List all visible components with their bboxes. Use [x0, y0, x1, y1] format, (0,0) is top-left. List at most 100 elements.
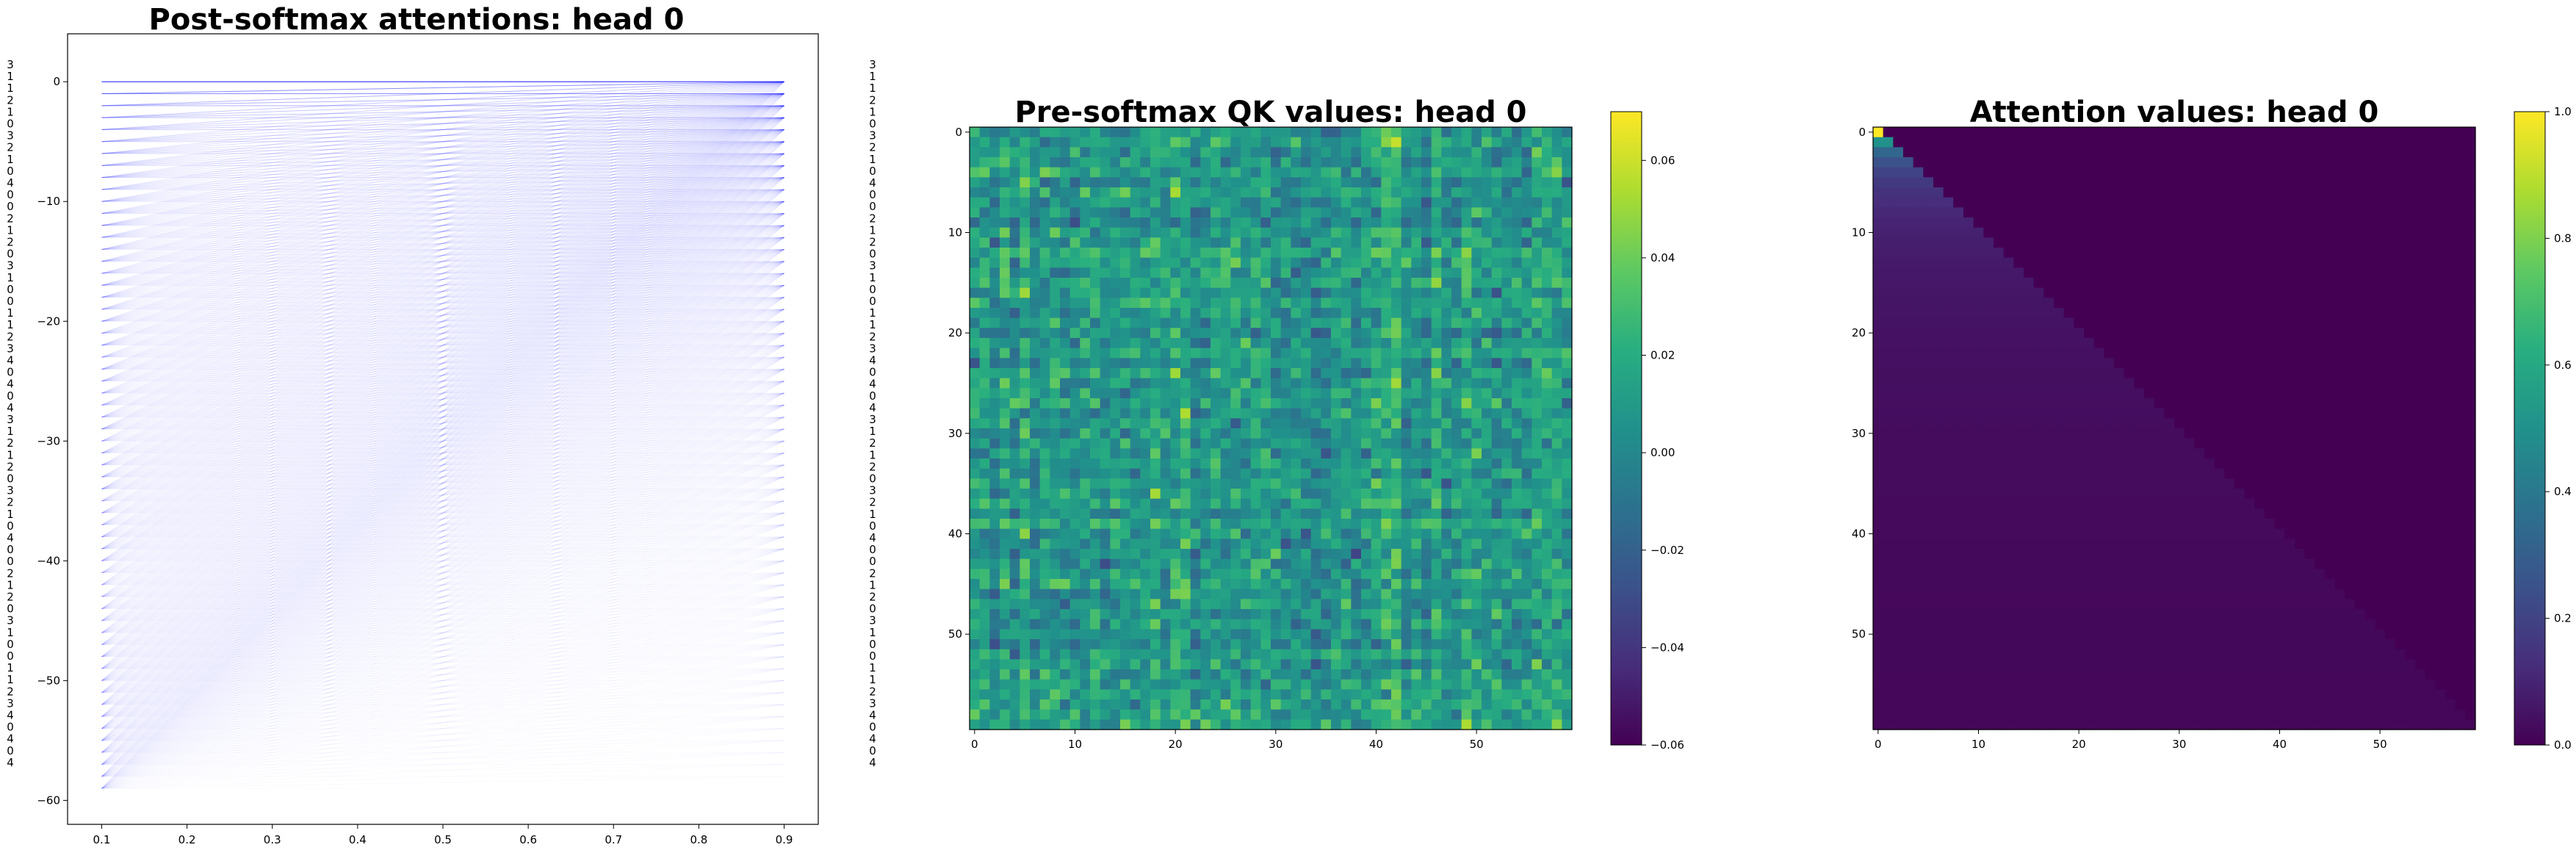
- qk-cell: [1230, 248, 1241, 258]
- qk-cell: [1462, 137, 1472, 148]
- qk-cell: [980, 529, 990, 539]
- qk-cell: [1482, 217, 1492, 228]
- qk-cell: [1371, 529, 1382, 539]
- qk-cell: [1552, 388, 1562, 398]
- qk-cell: [1501, 569, 1512, 579]
- qk-cell: [1050, 267, 1060, 278]
- qk-cell: [1552, 408, 1562, 419]
- qk-cell: [1150, 478, 1161, 489]
- qk-cell: [1281, 539, 1291, 549]
- qk-cell: [1552, 258, 1562, 268]
- qk-cell: [1150, 147, 1161, 157]
- qk-cell: [1180, 408, 1191, 419]
- qk-cell: [1451, 549, 1462, 559]
- qk-cell: [1241, 157, 1251, 168]
- qk-cell: [1180, 458, 1191, 469]
- qk-cell: [1260, 168, 1271, 178]
- qk-cell: [1462, 248, 1472, 258]
- qk-cell: [1120, 127, 1130, 137]
- qk-cell: [1140, 308, 1150, 318]
- qk-cell: [980, 288, 990, 298]
- qk-cell: [1030, 388, 1040, 398]
- qk-cell: [1531, 228, 1542, 238]
- qk-cell: [1411, 448, 1421, 458]
- qk-cell: [989, 519, 1000, 529]
- qk-cell: [1462, 177, 1472, 187]
- qk-cell: [1221, 569, 1231, 579]
- qk-cell: [1100, 298, 1111, 308]
- qk-cell: [1130, 157, 1141, 168]
- qk-cell: [1030, 348, 1040, 359]
- qk-cell: [1512, 508, 1522, 519]
- qk-cell: [1180, 428, 1191, 439]
- qk-cell: [1050, 198, 1060, 208]
- qk-cell: [1170, 288, 1180, 298]
- qk-cell: [1080, 137, 1090, 148]
- qk-cell: [1251, 378, 1261, 389]
- qk-cell: [1411, 378, 1421, 389]
- qk-cell: [1492, 358, 1502, 368]
- qk-cell: [1281, 569, 1291, 579]
- qk-cell: [1351, 228, 1361, 238]
- qk-cell: [1411, 157, 1421, 168]
- qk-cell: [1060, 398, 1070, 408]
- qk-cell: [1200, 559, 1211, 569]
- qk-cell: [1170, 408, 1180, 419]
- qk-cell: [1230, 559, 1241, 569]
- qk-cell: [1150, 549, 1161, 559]
- qk-cell: [1482, 358, 1492, 368]
- qk-cell: [1191, 168, 1201, 178]
- qk-cell: [1321, 458, 1331, 469]
- qk-cell: [1140, 348, 1150, 359]
- qk-cell: [1531, 308, 1542, 318]
- qk-cell: [1150, 228, 1161, 238]
- qk-cell: [970, 439, 980, 449]
- qk-cell: [1211, 207, 1221, 217]
- qk-heatmap-title: Pre-softmax QK values: head 0: [1014, 96, 1526, 129]
- qk-cell: [1462, 217, 1472, 228]
- qk-cell: [1351, 519, 1361, 529]
- qk-cell: [1000, 478, 1010, 489]
- qk-cell: [1552, 318, 1562, 328]
- qk-cell: [1170, 358, 1180, 368]
- qk-cell: [1110, 378, 1120, 389]
- qk-cell: [1080, 408, 1090, 419]
- qk-cell: [1351, 599, 1361, 609]
- qk-cell: [1271, 589, 1281, 600]
- qk-cell: [1110, 418, 1120, 428]
- qk-cell: [1542, 408, 1552, 419]
- qk-cell: [1200, 288, 1211, 298]
- qk-cell: [989, 348, 1000, 359]
- qk-cell: [1421, 127, 1432, 137]
- qk-cell: [1531, 439, 1542, 449]
- qk-cell: [1482, 207, 1492, 217]
- qk-cell: [1000, 508, 1010, 519]
- qk-cell: [1070, 358, 1080, 368]
- qk-cell: [1492, 589, 1502, 600]
- qk-cell: [1531, 368, 1542, 378]
- qk-cell: [1331, 168, 1341, 178]
- qk-cell: [1180, 147, 1191, 157]
- qk-cell: [1230, 458, 1241, 469]
- qk-cell: [1562, 549, 1572, 559]
- qk-cell: [1260, 439, 1271, 449]
- qk-cell: [1492, 137, 1502, 148]
- qk-cell: [1260, 187, 1271, 198]
- qk-cell: [1050, 439, 1060, 449]
- qk-cell: [1552, 599, 1562, 609]
- qk-cell: [1050, 499, 1060, 509]
- qk-cell: [1080, 458, 1090, 469]
- qk-cell: [1100, 388, 1111, 398]
- qk-cell: [1130, 478, 1141, 489]
- qk-cell: [1492, 207, 1502, 217]
- qk-cell: [1341, 328, 1352, 338]
- qk-cell: [1501, 348, 1512, 359]
- qk-cell: [1260, 559, 1271, 569]
- qk-cell: [1531, 207, 1542, 217]
- qk-cell: [1321, 368, 1331, 378]
- qk-cell: [1090, 278, 1100, 288]
- qk-cell: [1050, 398, 1060, 408]
- qk-cell: [1110, 428, 1120, 439]
- qk-cell: [1512, 237, 1522, 248]
- qk-cell: [1000, 439, 1010, 449]
